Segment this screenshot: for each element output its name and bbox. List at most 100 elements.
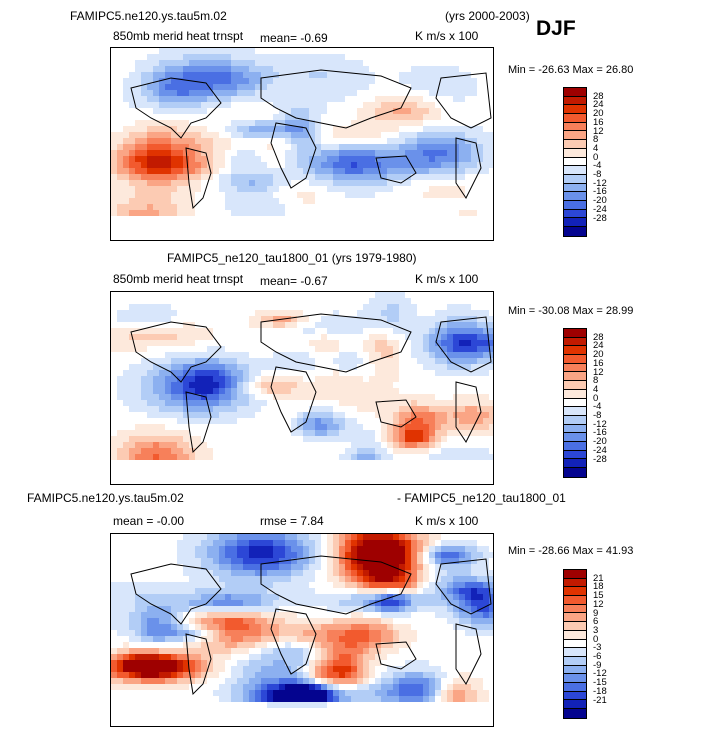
field-cell (285, 90, 291, 96)
field-cell (441, 388, 447, 394)
field-cell (135, 216, 141, 222)
field-cell (477, 298, 483, 304)
field-cell (261, 406, 267, 412)
field-cell (345, 84, 351, 90)
field-cell (189, 552, 195, 558)
field-cell (405, 66, 411, 72)
field-cell (363, 600, 369, 606)
field-cell (489, 132, 493, 138)
field-cell (309, 394, 315, 400)
field-cell (381, 204, 387, 210)
field-cell (213, 540, 219, 546)
field-cell (123, 346, 129, 352)
field-cell (207, 600, 213, 606)
field-cell (483, 454, 489, 460)
field-cell (195, 376, 201, 382)
field-cell (435, 442, 441, 448)
field-cell (351, 180, 357, 186)
field-cell (345, 424, 351, 430)
field-cell (447, 322, 453, 328)
field-cell (471, 340, 477, 346)
field-cell (465, 394, 471, 400)
field-cell (465, 564, 471, 570)
field-cell (483, 540, 489, 546)
field-cell (279, 186, 285, 192)
field-cell (465, 60, 471, 66)
field-cell (225, 352, 231, 358)
field-cell (291, 394, 297, 400)
field-cell (279, 322, 285, 328)
field-cell (441, 382, 447, 388)
field-cell (135, 594, 141, 600)
field-cell (255, 370, 261, 376)
field-cell (147, 48, 153, 54)
field-cell (297, 430, 303, 436)
field-cell (141, 448, 147, 454)
field-cell (207, 162, 213, 168)
field-cell (273, 132, 279, 138)
field-cell (441, 162, 447, 168)
field-cell (207, 234, 213, 240)
field-cell (297, 418, 303, 424)
field-cell (387, 460, 393, 466)
field-cell (273, 90, 279, 96)
colorbar-segment (564, 459, 586, 468)
field-cell (459, 454, 465, 460)
field-cell (381, 138, 387, 144)
field-cell (141, 454, 147, 460)
field-cell (129, 460, 135, 466)
field-cell (207, 48, 213, 54)
field-cell (117, 316, 123, 322)
field-cell (267, 60, 273, 66)
field-cell (309, 388, 315, 394)
field-cell (351, 334, 357, 340)
field-cell (459, 436, 465, 442)
field-cell (117, 114, 123, 120)
field-cell (189, 352, 195, 358)
field-cell (363, 114, 369, 120)
field-cell (327, 460, 333, 466)
field-cell (153, 334, 159, 340)
field-cell (357, 576, 363, 582)
field-cell (375, 210, 381, 216)
field-cell (261, 156, 267, 162)
field-cell (327, 576, 333, 582)
field-cell (117, 174, 123, 180)
field-cell (183, 144, 189, 150)
field-cell (177, 340, 183, 346)
field-cell (387, 192, 393, 198)
field-cell (369, 328, 375, 334)
field-cell (249, 120, 255, 126)
field-cell (213, 60, 219, 66)
field-cell (237, 298, 243, 304)
field-cell (285, 156, 291, 162)
field-cell (183, 570, 189, 576)
field-cell (267, 96, 273, 102)
field-cell (177, 204, 183, 210)
field-cell (375, 364, 381, 370)
field-cell (165, 132, 171, 138)
field-cell (261, 558, 267, 564)
field-cell (477, 600, 483, 606)
field-cell (453, 216, 459, 222)
field-cell (453, 534, 459, 540)
field-cell (489, 412, 493, 418)
field-cell (159, 442, 165, 448)
field-cell (291, 460, 297, 466)
field-cell (483, 48, 489, 54)
field-cell (237, 198, 243, 204)
field-cell (201, 448, 207, 454)
field-cell (369, 430, 375, 436)
field-cell (207, 576, 213, 582)
field-cell (153, 168, 159, 174)
field-cell (399, 570, 405, 576)
field-cell (489, 594, 493, 600)
field-cell (399, 108, 405, 114)
field-cell (381, 334, 387, 340)
field-cell (147, 78, 153, 84)
field-cell (429, 582, 435, 588)
field-cell (477, 430, 483, 436)
field-cell (387, 388, 393, 394)
field-cell (453, 328, 459, 334)
field-cell (417, 466, 423, 472)
